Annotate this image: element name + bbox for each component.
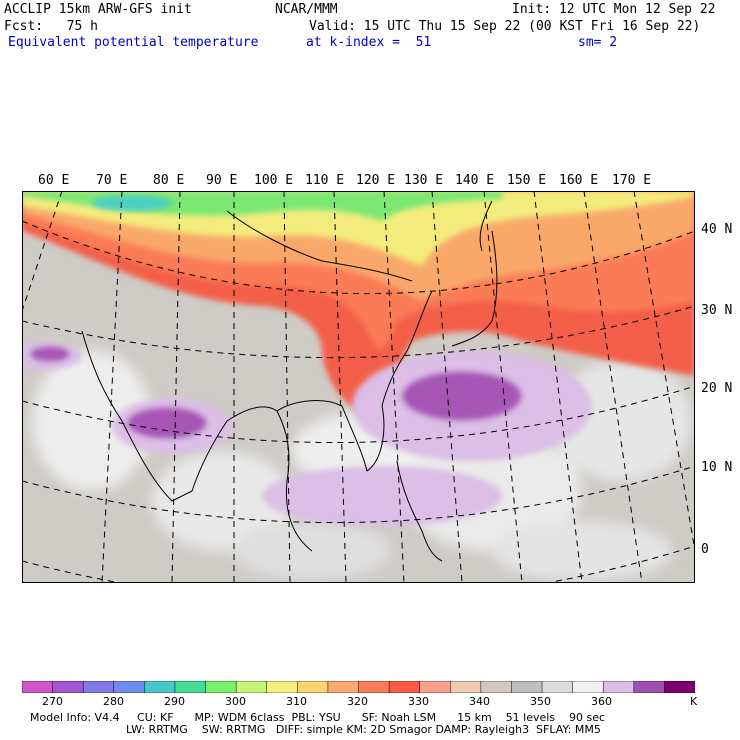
colorbar-label: 350 — [530, 695, 551, 708]
lat-label: 20 N — [701, 381, 733, 396]
colorbar-swatch — [52, 681, 84, 693]
colorbar-swatch — [419, 681, 452, 693]
colorbar-swatch — [205, 681, 237, 693]
level-index: at k-index = 51 — [306, 35, 432, 50]
lon-label: 70 E — [96, 173, 128, 188]
model-info-line1: Model Info: V4.4 CU: KF MP: WDM 6class P… — [30, 711, 606, 724]
valid-time: Valid: 15 UTC Thu 15 Sep 22 (00 KST Fri … — [309, 19, 701, 34]
colorbar-swatch — [388, 681, 421, 693]
model-title: ACCLIP 15km ARW-GFS init — [4, 2, 192, 17]
model-info-line2: LW: RRTMG SW: RRTMG DIFF: simple KM: 2D … — [126, 723, 601, 736]
colorbar-swatch — [327, 681, 360, 693]
colorbar-swatch — [144, 681, 176, 693]
lon-label: 90 E — [206, 173, 238, 188]
colorbar-label: 270 — [42, 695, 63, 708]
lat-label: 10 N — [701, 460, 733, 475]
graticule — [22, 191, 695, 583]
colorbar-swatch — [358, 681, 390, 693]
colorbar-swatch — [22, 681, 54, 693]
cyan-patch — [92, 195, 172, 211]
colorbar-label: 340 — [469, 695, 490, 708]
colorbar-label: 290 — [164, 695, 185, 708]
lat-label: 0 — [701, 542, 709, 557]
colorbar-swatch — [450, 681, 482, 693]
colorbar-swatch — [602, 681, 635, 693]
lon-label: 160 E — [559, 173, 599, 188]
lon-label: 130 E — [404, 173, 444, 188]
colorbar-swatch — [572, 681, 604, 693]
lat-label: 30 N — [701, 303, 733, 318]
colorbar-swatch — [541, 681, 574, 693]
colorbar-swatch — [82, 681, 115, 693]
colorbar-swatch — [664, 681, 695, 693]
colorbar-label: 330 — [408, 695, 429, 708]
colorbar-label: 360 — [591, 695, 612, 708]
lon-label: 140 E — [455, 173, 495, 188]
colorbar-swatch — [113, 681, 146, 693]
coastlines — [81, 200, 498, 562]
lon-label: 120 E — [356, 173, 396, 188]
colorbar-swatch — [174, 681, 207, 693]
colorbar-label: 320 — [347, 695, 368, 708]
lon-label: 60 E — [38, 173, 70, 188]
lat-label: 40 N — [701, 222, 733, 237]
colorbar-swatch — [633, 681, 666, 693]
center-name: NCAR/MMM — [275, 2, 338, 17]
colorbar-swatch — [235, 681, 268, 693]
smoothing-value: sm= 2 — [578, 35, 618, 50]
colorbar-swatch — [480, 681, 513, 693]
colorbar-label: 300 — [225, 695, 246, 708]
init-time: Init: 12 UTC Mon 12 Sep 22 — [512, 2, 716, 17]
lon-label: 110 E — [305, 173, 345, 188]
field-name: Equivalent potential temperature — [8, 35, 259, 50]
colorbar-label: 280 — [103, 695, 124, 708]
lon-label: 170 E — [612, 173, 652, 188]
colorbar-swatch — [297, 681, 329, 693]
colorbar — [22, 681, 695, 693]
lon-label: 80 E — [153, 173, 185, 188]
colorbar-swatch — [511, 681, 543, 693]
lon-label: 150 E — [507, 173, 547, 188]
colorbar-swatch — [266, 681, 299, 693]
theta-e-map — [22, 191, 695, 583]
forecast-hour: Fcst: 75 h — [4, 19, 98, 34]
lon-label: 100 E — [254, 173, 294, 188]
purple-zones — [22, 342, 592, 526]
colorbar-label: 310 — [286, 695, 307, 708]
colorbar-unit: K — [690, 695, 698, 708]
